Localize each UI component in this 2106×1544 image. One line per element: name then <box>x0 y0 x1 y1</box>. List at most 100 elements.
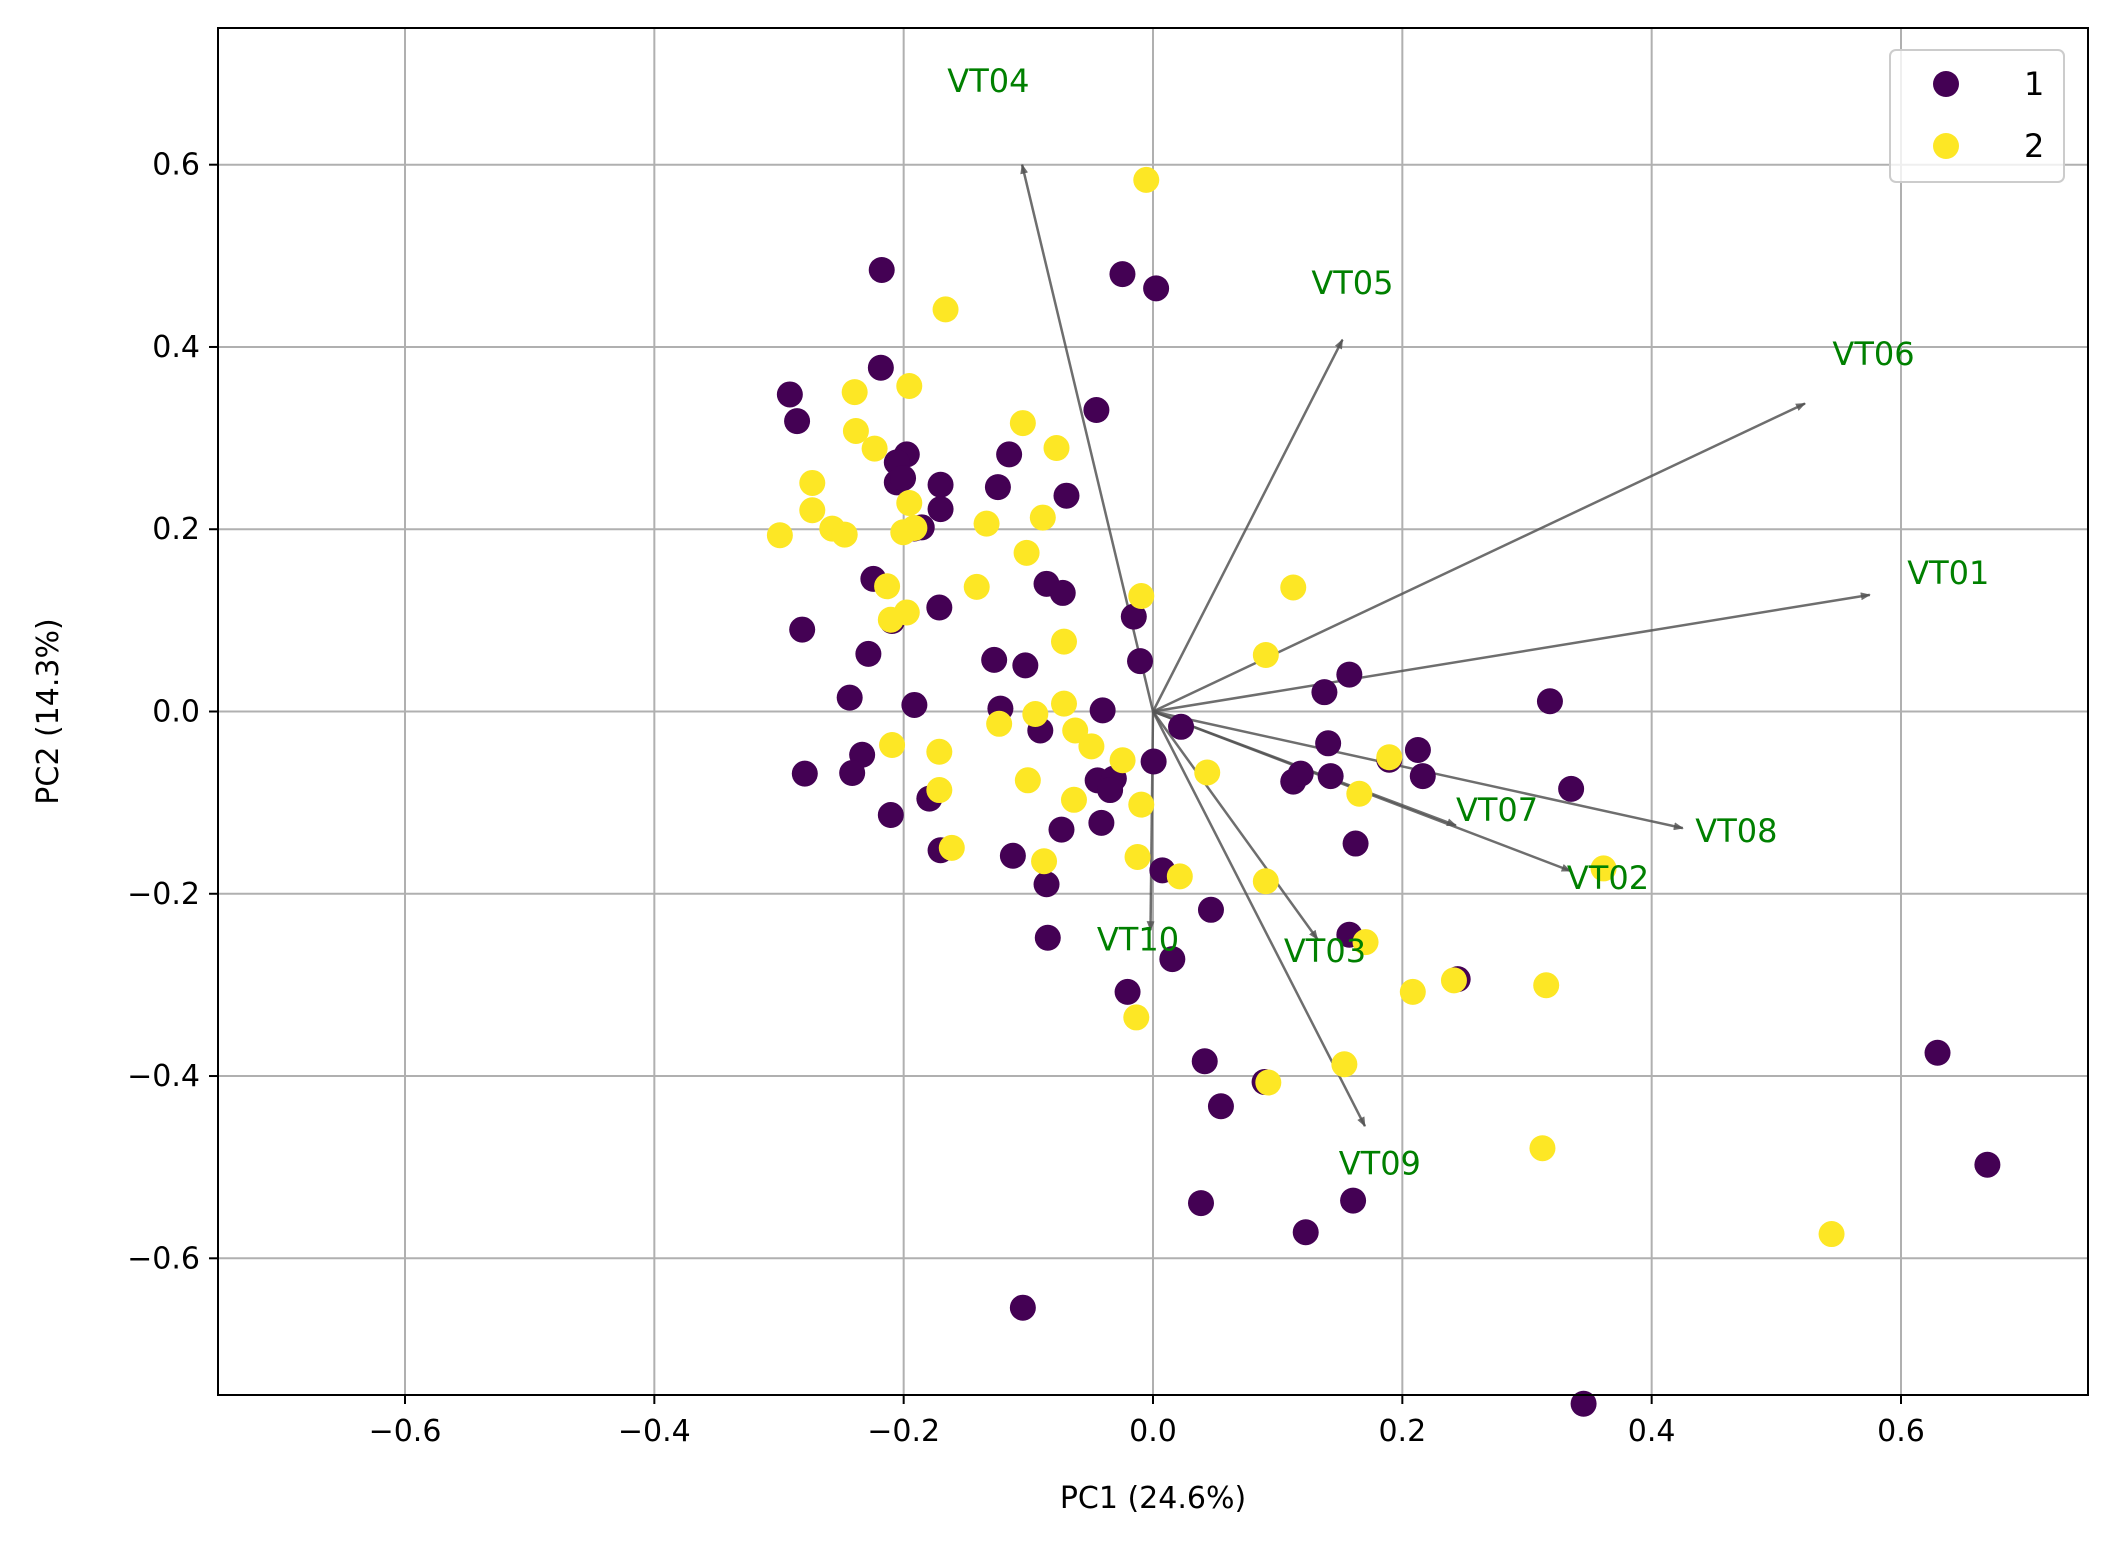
point-group-1 <box>1311 679 1338 706</box>
legend-label-2: 2 <box>2024 127 2044 165</box>
point-group-1 <box>1168 713 1195 740</box>
loading-labels: VT01 VT02 VT03 VT04 VT05 VT06 VT07 VT08 VT09 VT10 <box>947 62 1989 1183</box>
y-tick-label: −0.2 <box>127 877 200 912</box>
loading-arrow-vt10 <box>1146 711 1155 932</box>
point-group-2 <box>1352 929 1379 956</box>
point-group-2 <box>1128 791 1155 818</box>
point-group-1 <box>1034 924 1061 951</box>
point-group-2 <box>1050 628 1077 655</box>
point-group-2 <box>926 777 953 804</box>
point-group-2 <box>1529 1135 1556 1162</box>
point-group-1 <box>836 684 863 711</box>
y-tick-label: 0.6 <box>152 148 200 183</box>
legend: 12 <box>1889 49 2065 183</box>
point-group-2 <box>1043 435 1070 462</box>
point-group-2 <box>1031 848 1058 875</box>
x-tick-label: 0.0 <box>1129 1414 1177 1449</box>
legend-marker-1 <box>1933 71 1959 97</box>
point-group-1 <box>927 496 954 523</box>
point-group-1 <box>1292 1219 1319 1246</box>
point-group-2 <box>963 573 990 600</box>
legend-label-1: 1 <box>2024 65 2044 103</box>
point-group-1 <box>791 760 818 787</box>
point-group-2 <box>1252 868 1279 895</box>
point-group-2 <box>938 834 965 861</box>
point-group-1 <box>1187 1190 1214 1217</box>
loading-label-vt02: VT02 <box>1567 859 1649 897</box>
loading-label-vt04: VT04 <box>947 62 1029 100</box>
point-group-2 <box>879 732 906 759</box>
point-group-2 <box>1124 843 1151 870</box>
loading-arrow-vt06 <box>1152 402 1806 713</box>
loading-label-vt07: VT07 <box>1456 791 1538 829</box>
point-group-1 <box>1207 1093 1234 1120</box>
point-group-1 <box>1409 763 1436 790</box>
point-group-1 <box>981 646 1008 673</box>
point-group-2 <box>874 573 901 600</box>
loading-label-vt01: VT01 <box>1907 554 1989 592</box>
point-group-1 <box>926 594 953 621</box>
point-group-1 <box>1340 1187 1367 1214</box>
point-group-2 <box>1109 747 1136 774</box>
loading-label-vt10: VT10 <box>1097 920 1179 958</box>
point-group-2 <box>1440 967 1467 994</box>
point-group-2 <box>766 522 793 549</box>
loading-arrow-vt03 <box>1151 710 1319 941</box>
point-group-1 <box>984 474 1011 501</box>
point-group-2 <box>1014 767 1041 794</box>
point-group-1 <box>1033 871 1060 898</box>
point-group-2 <box>1533 972 1560 999</box>
point-group-1 <box>1536 688 1563 715</box>
point-group-2 <box>1252 641 1279 668</box>
point-group-1 <box>1924 1039 1951 1066</box>
point-group-2 <box>1280 574 1307 601</box>
y-tick-label: 0.4 <box>152 330 200 365</box>
loading-arrow-vt05 <box>1151 338 1344 713</box>
point-group-2 <box>799 497 826 524</box>
point-group-1 <box>1120 603 1147 630</box>
point-group-2 <box>1060 786 1087 813</box>
point-group-1 <box>839 760 866 787</box>
point-group-1 <box>1404 736 1431 763</box>
point-group-1 <box>1342 830 1369 857</box>
y-tick-label: −0.4 <box>127 1059 200 1094</box>
point-group-2 <box>1078 733 1105 760</box>
point-group-1 <box>1097 777 1124 804</box>
point-group-1 <box>1114 978 1141 1005</box>
point-group-2 <box>1050 690 1077 717</box>
point-group-2 <box>1376 744 1403 771</box>
x-tick-label: −0.4 <box>618 1414 691 1449</box>
point-group-2 <box>1166 863 1193 890</box>
loading-label-vt06: VT06 <box>1832 335 1914 373</box>
point-group-2 <box>861 435 888 462</box>
y-axis-title: PC2 (14.3%) <box>31 618 66 804</box>
legend-marker-2 <box>1933 133 1959 159</box>
point-group-1 <box>1083 397 1110 424</box>
point-group-1 <box>789 616 816 643</box>
point-group-1 <box>1048 816 1075 843</box>
point-group-1 <box>877 802 904 829</box>
point-group-1 <box>1974 1151 2001 1178</box>
point-group-1 <box>1558 775 1585 802</box>
point-group-2 <box>841 379 868 406</box>
point-group-2 <box>1590 855 1617 882</box>
point-group-1 <box>867 354 894 381</box>
point-group-2 <box>799 469 826 496</box>
point-group-1 <box>1049 579 1076 606</box>
x-tick-label: 0.2 <box>1378 1414 1426 1449</box>
point-group-2 <box>831 521 858 548</box>
point-group-1 <box>901 691 928 718</box>
point-group-1 <box>1336 661 1363 688</box>
point-group-2 <box>890 519 917 546</box>
point-group-1 <box>1317 763 1344 790</box>
x-tick-label: −0.6 <box>369 1414 442 1449</box>
point-group-1 <box>1315 730 1342 757</box>
point-group-1 <box>999 842 1026 869</box>
y-tick-label: 0.0 <box>152 695 200 730</box>
point-group-2 <box>1346 780 1373 807</box>
point-group-2 <box>1009 410 1036 437</box>
point-group-1 <box>1127 648 1154 675</box>
point-group-1 <box>890 465 917 492</box>
point-group-2 <box>896 489 923 516</box>
